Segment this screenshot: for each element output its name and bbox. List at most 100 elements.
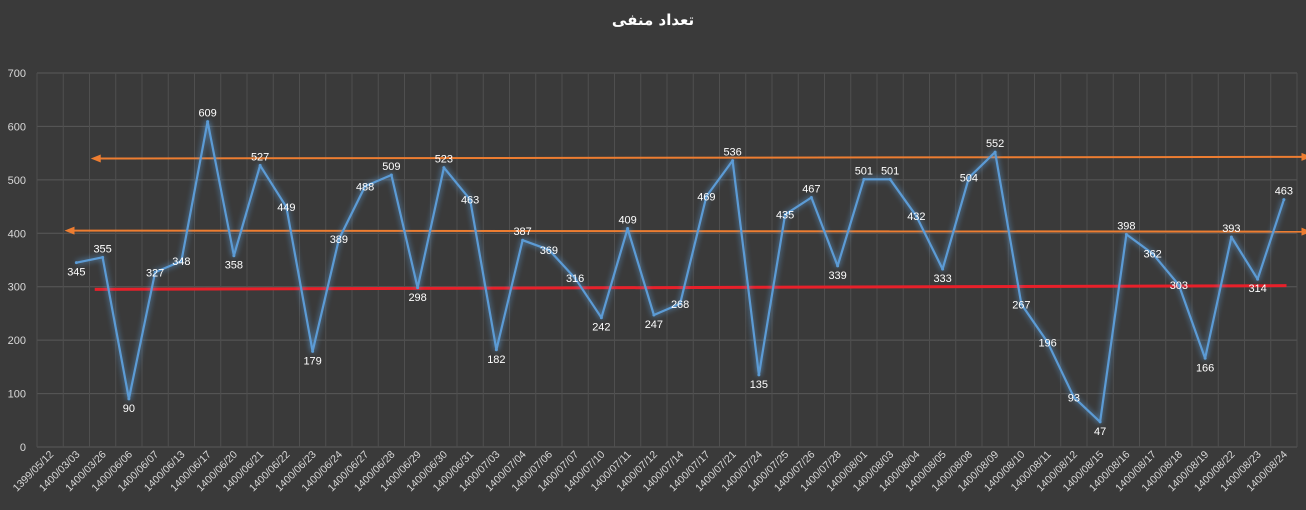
data-label: 432 [907,211,925,223]
data-label: 501 [881,165,899,177]
y-tick-label: 400 [8,228,26,240]
data-label: 536 [723,147,741,159]
data-label: 398 [1117,220,1135,232]
data-label: 327 [146,267,164,279]
data-label: 298 [408,292,426,304]
data-label: 316 [566,273,584,285]
reference-arrow-end [1301,152,1306,161]
data-point [993,150,997,154]
data-point [1229,235,1233,239]
data-label: 527 [251,151,269,163]
data-point [468,198,472,202]
data-label: 314 [1248,283,1266,295]
data-label: 268 [671,299,689,311]
data-label: 135 [750,379,768,391]
data-point [1098,420,1102,424]
y-tick-label: 300 [8,282,26,294]
data-point [232,254,236,258]
data-label: 523 [435,154,453,166]
data-label: 469 [697,191,715,203]
data-point [1282,198,1286,202]
data-label: 463 [1275,186,1293,198]
data-label: 449 [277,202,295,214]
data-label: 93 [1068,392,1080,404]
data-point [494,348,498,352]
data-point [1177,283,1181,287]
data-label: 504 [960,173,978,185]
data-point [731,159,735,163]
data-point [1046,340,1050,344]
data-point [1124,232,1128,236]
reference-lines [64,152,1306,291]
data-label: 267 [1012,299,1030,311]
data-label: 90 [123,403,135,415]
data-point [914,214,918,218]
data-label: 358 [225,260,243,272]
data-label: 247 [645,319,663,331]
data-point [1072,395,1076,399]
data-label: 435 [776,210,794,222]
data-point [1019,302,1023,306]
data-point [547,248,551,252]
data-label: 463 [461,195,479,207]
data-point [389,173,393,177]
reference-line [68,229,1306,233]
y-tick-label: 0 [20,442,26,454]
data-point [284,205,288,209]
data-point [783,213,787,217]
reference-arrow-start [64,226,75,235]
data-label: 362 [1143,249,1161,261]
data-label: 387 [513,226,531,238]
x-axis-ticks: 1399/05/121400/03/031400/03/261400/06/06… [11,449,1291,495]
data-point [101,255,105,259]
data-point [967,176,971,180]
data-point [206,120,210,124]
data-point [153,270,157,274]
data-point [337,237,341,241]
data-label: 345 [67,267,85,279]
y-tick-label: 100 [8,389,26,401]
data-point [599,316,603,320]
y-tick-label: 500 [8,175,26,187]
data-point [836,264,840,268]
chart-title: تعداد منفی [612,11,694,29]
data-point [416,286,420,290]
data-label: 393 [1222,223,1240,235]
data-point [363,184,367,188]
data-point [888,177,892,181]
data-label: 333 [933,273,951,285]
y-tick-label: 600 [8,121,26,133]
data-label: 179 [303,355,321,367]
data-label: 488 [356,181,374,193]
data-label: 609 [198,108,216,120]
data-point [1203,356,1207,360]
data-label: 182 [487,354,505,366]
data-point [704,194,708,198]
series-layer [74,120,1286,424]
data-point [442,166,446,170]
data-point [626,226,630,230]
data-label: 552 [986,138,1004,150]
data-label: 467 [802,183,820,195]
data-point [573,276,577,280]
data-point [1151,252,1155,256]
data-label: 369 [540,245,558,257]
data-label: 303 [1170,280,1188,292]
data-label: 196 [1038,337,1056,349]
data-point [179,259,183,263]
data-label: 166 [1196,362,1214,374]
series-line [76,120,1285,423]
reference-arrow-end [1301,227,1306,236]
data-label: 355 [93,243,111,255]
data-label: 409 [618,214,636,226]
data-point [678,302,682,306]
data-point [757,373,761,377]
data-labels: 345 355 90 327 348 609 358 527 449 179 389 488 509 29… [67,108,1293,438]
data-point [258,163,262,167]
reference-line [94,155,1306,160]
data-point [311,349,315,353]
data-label: 509 [382,161,400,173]
data-label: 242 [592,322,610,334]
data-point [862,177,866,181]
